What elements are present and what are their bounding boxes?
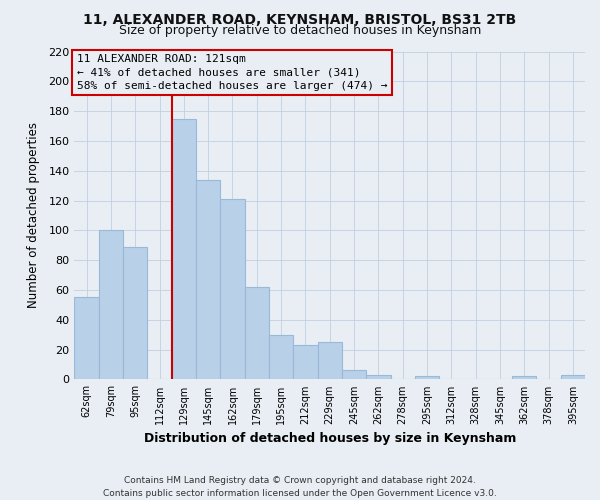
Text: Size of property relative to detached houses in Keynsham: Size of property relative to detached ho… bbox=[119, 24, 481, 37]
Bar bbox=[512, 376, 536, 380]
Bar bbox=[366, 375, 391, 380]
X-axis label: Distribution of detached houses by size in Keynsham: Distribution of detached houses by size … bbox=[143, 432, 516, 445]
Text: Contains HM Land Registry data © Crown copyright and database right 2024.
Contai: Contains HM Land Registry data © Crown c… bbox=[103, 476, 497, 498]
Bar bbox=[74, 298, 99, 380]
Bar bbox=[317, 342, 342, 380]
Bar bbox=[123, 247, 148, 380]
Bar bbox=[99, 230, 123, 380]
Y-axis label: Number of detached properties: Number of detached properties bbox=[27, 122, 40, 308]
Bar bbox=[172, 118, 196, 380]
Bar bbox=[269, 334, 293, 380]
Bar bbox=[560, 375, 585, 380]
Text: 11 ALEXANDER ROAD: 121sqm
← 41% of detached houses are smaller (341)
58% of semi: 11 ALEXANDER ROAD: 121sqm ← 41% of detac… bbox=[77, 54, 388, 91]
Bar bbox=[415, 376, 439, 380]
Bar bbox=[342, 370, 366, 380]
Bar bbox=[196, 180, 220, 380]
Text: 11, ALEXANDER ROAD, KEYNSHAM, BRISTOL, BS31 2TB: 11, ALEXANDER ROAD, KEYNSHAM, BRISTOL, B… bbox=[83, 12, 517, 26]
Bar bbox=[220, 199, 245, 380]
Bar bbox=[245, 287, 269, 380]
Bar bbox=[293, 345, 317, 380]
